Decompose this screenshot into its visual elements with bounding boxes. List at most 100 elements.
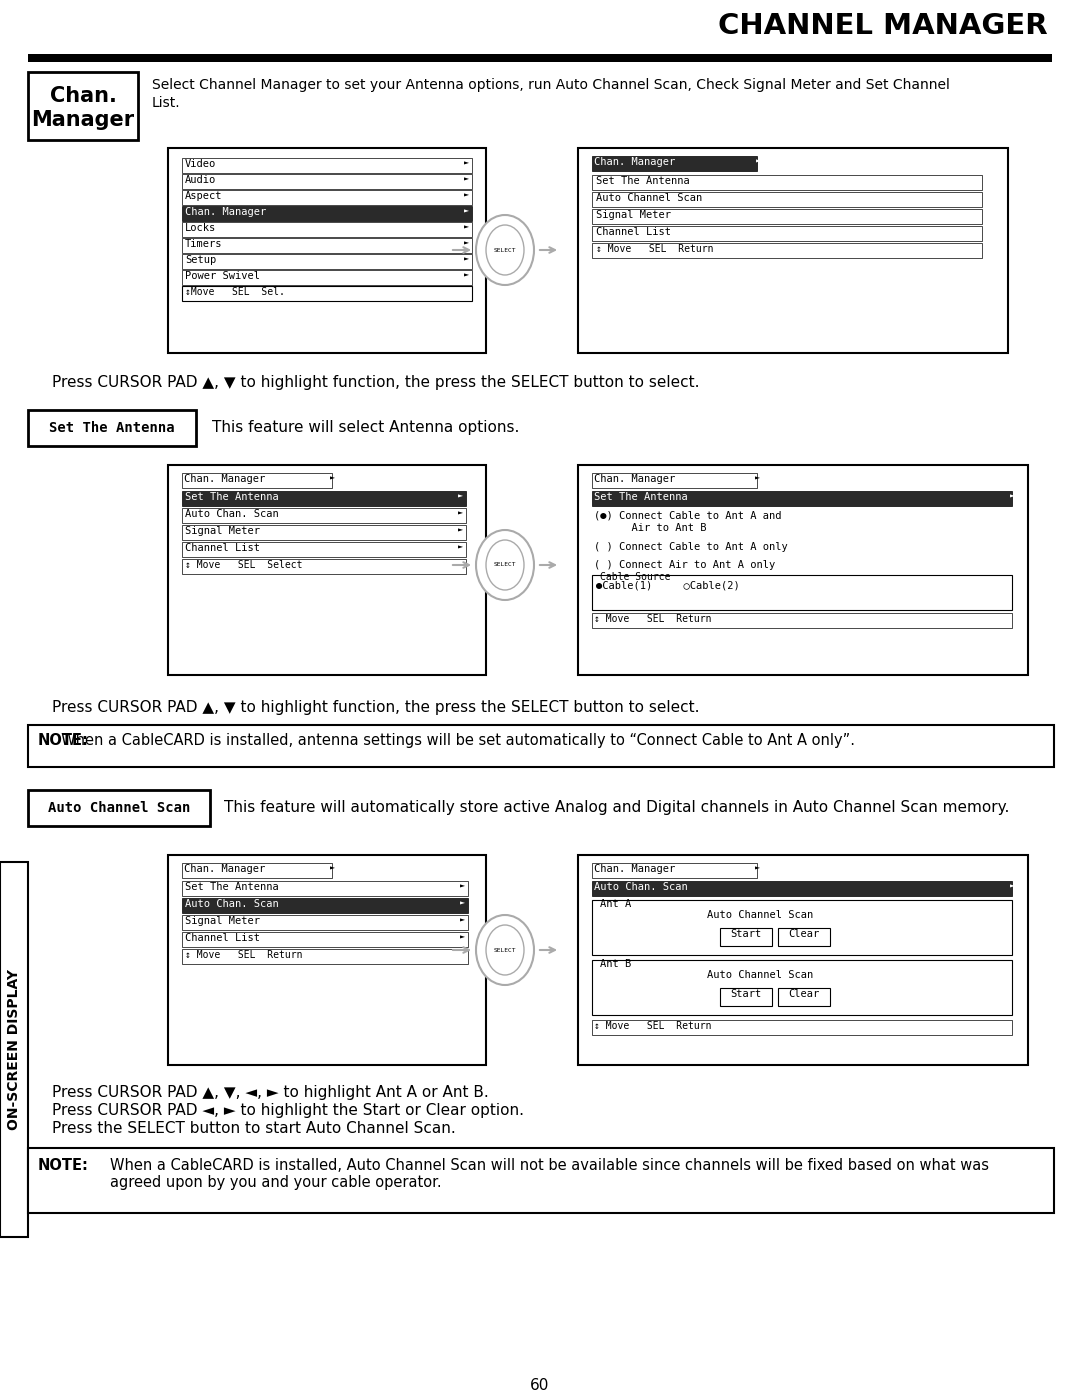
Text: Setup: Setup (185, 256, 216, 265)
Text: Press CURSOR PAD ▲, ▼, ◄, ► to highlight Ant A or Ant B.: Press CURSOR PAD ▲, ▼, ◄, ► to highlight… (52, 1085, 489, 1099)
Text: ►: ► (1010, 882, 1015, 891)
Bar (592, 1020, 1012, 1035)
Text: ON-SCREEN DISPLAY: ON-SCREEN DISPLAY (6, 968, 21, 1130)
Bar (592, 882, 1012, 895)
Text: Press CURSOR PAD ▲, ▼ to highlight function, the press the SELECT button to sele: Press CURSOR PAD ▲, ▼ to highlight funct… (52, 700, 700, 715)
Text: NOTE:: NOTE: (38, 733, 89, 747)
Text: Ant A: Ant A (600, 900, 631, 909)
Bar (28, 789, 210, 826)
Text: ↕ Move   SEL  Return: ↕ Move SEL Return (594, 1021, 712, 1031)
Bar (183, 559, 465, 574)
Text: ►: ► (464, 159, 469, 168)
Text: Set The Antenna: Set The Antenna (596, 176, 690, 186)
Bar (28, 73, 138, 140)
Text: ↕ Move   SEL  Return: ↕ Move SEL Return (594, 615, 712, 624)
Bar (0, 862, 28, 1236)
Bar (592, 226, 982, 242)
Text: 60: 60 (530, 1377, 550, 1393)
Ellipse shape (476, 529, 534, 599)
Text: ►: ► (464, 256, 469, 264)
Text: Set The Antenna: Set The Antenna (185, 882, 279, 893)
Text: ►: ► (458, 509, 463, 518)
Bar (592, 576, 1012, 610)
Bar (183, 525, 465, 541)
Text: This feature will select Antenna options.: This feature will select Antenna options… (212, 420, 519, 434)
Bar (592, 900, 1012, 956)
Ellipse shape (486, 541, 524, 590)
Text: Auto Chan. Scan: Auto Chan. Scan (185, 509, 279, 520)
Bar (183, 490, 465, 506)
Text: Timers: Timers (185, 239, 222, 249)
Text: ►: ► (460, 916, 465, 925)
Bar (28, 409, 195, 446)
Text: Video: Video (185, 159, 216, 169)
Text: Auto Channel Scan: Auto Channel Scan (48, 800, 190, 814)
Text: ►: ► (458, 543, 463, 552)
Text: Auto Chan. Scan: Auto Chan. Scan (185, 900, 279, 909)
Text: Chan. Manager: Chan. Manager (184, 474, 266, 483)
Text: ►: ► (330, 863, 335, 873)
Text: Select Channel Manager to set your Antenna options, run Auto Channel Scan, Check: Select Channel Manager to set your Anten… (152, 78, 950, 92)
Bar (592, 191, 982, 207)
Text: ►: ► (458, 492, 463, 502)
Text: ↕ Move   SEL  Return: ↕ Move SEL Return (185, 950, 302, 960)
Bar (183, 158, 472, 173)
Text: Start: Start (730, 989, 761, 999)
Text: SELECT: SELECT (494, 563, 516, 567)
Text: SELECT: SELECT (494, 247, 516, 253)
Bar (183, 474, 332, 488)
Bar (592, 175, 982, 190)
Bar (183, 286, 472, 300)
Text: NOTE:: NOTE: (38, 1158, 89, 1173)
Text: ►: ► (464, 239, 469, 249)
Bar (592, 490, 1012, 506)
Text: ►: ► (464, 207, 469, 217)
Bar (183, 254, 472, 270)
Ellipse shape (486, 225, 524, 275)
Bar (183, 542, 465, 557)
Text: Auto Channel Scan: Auto Channel Scan (707, 909, 813, 921)
Bar (183, 863, 332, 877)
Text: Power Swivel: Power Swivel (185, 271, 260, 281)
Text: Clear: Clear (788, 929, 820, 939)
Text: (●) Connect Cable to Ant A and: (●) Connect Cable to Ant A and (594, 510, 782, 520)
Text: Air to Ant B: Air to Ant B (594, 522, 706, 534)
Bar (183, 190, 472, 205)
Text: Chan.: Chan. (50, 87, 117, 106)
Bar (578, 855, 1028, 1065)
Text: Auto Chan. Scan: Auto Chan. Scan (594, 882, 688, 893)
Text: Signal Meter: Signal Meter (185, 916, 260, 926)
Bar (778, 988, 831, 1006)
Text: CHANNEL MANAGER: CHANNEL MANAGER (718, 13, 1048, 41)
Ellipse shape (476, 215, 534, 285)
Bar (183, 509, 465, 522)
Bar (28, 1148, 1054, 1213)
Text: Chan. Manager: Chan. Manager (184, 863, 266, 875)
Bar (183, 222, 472, 237)
Bar (28, 725, 1054, 767)
Text: Press CURSOR PAD ▲, ▼ to highlight function, the press the SELECT button to sele: Press CURSOR PAD ▲, ▼ to highlight funct… (52, 374, 700, 390)
Text: ►: ► (464, 175, 469, 184)
Text: Signal Meter: Signal Meter (596, 210, 671, 219)
Text: Channel List: Channel List (185, 933, 260, 943)
Bar (28, 54, 1052, 61)
Text: Auto Channel Scan: Auto Channel Scan (707, 970, 813, 981)
Text: ►: ► (464, 224, 469, 232)
Text: ►: ► (755, 474, 760, 483)
Bar (183, 898, 468, 914)
Bar (168, 465, 486, 675)
Bar (183, 932, 468, 947)
Text: Chan. Manager: Chan. Manager (594, 863, 675, 875)
Text: ►: ► (460, 882, 465, 891)
Bar (778, 928, 831, 946)
Text: Channel List: Channel List (596, 226, 671, 237)
Bar (720, 988, 772, 1006)
Text: Press CURSOR PAD ◄, ► to highlight the Start or Clear option.: Press CURSOR PAD ◄, ► to highlight the S… (52, 1104, 524, 1118)
Text: ►: ► (755, 863, 760, 873)
Text: ►: ► (460, 933, 465, 942)
Text: Press the SELECT button to start Auto Channel Scan.: Press the SELECT button to start Auto Ch… (52, 1120, 456, 1136)
Text: Audio: Audio (185, 175, 216, 184)
Text: ↕ Move   SEL  Return: ↕ Move SEL Return (596, 244, 714, 254)
Text: ↕ Move   SEL  Select: ↕ Move SEL Select (185, 560, 302, 570)
Text: ►: ► (756, 156, 761, 166)
